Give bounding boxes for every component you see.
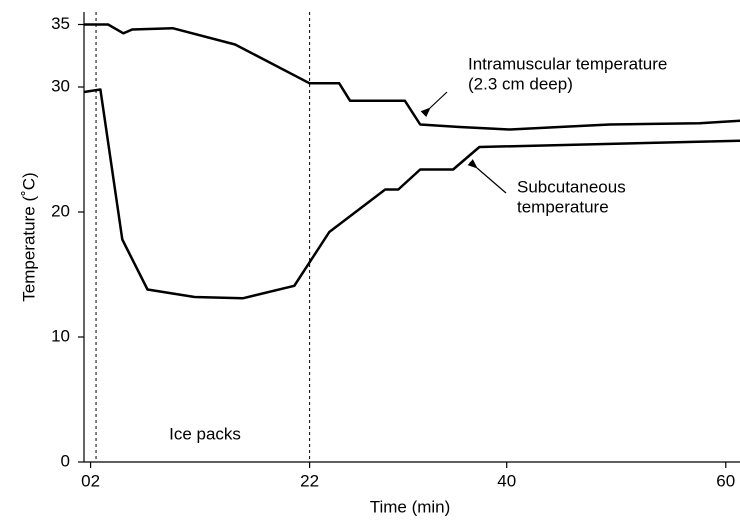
series-line [83, 88, 740, 300]
x-tick-label: 40 [497, 471, 516, 490]
annotation: Subcutaneous [517, 177, 626, 196]
annotation: (2.3 cm deep) [468, 74, 573, 93]
annotation-arrow [420, 91, 448, 118]
x-axis-label: Time (min) [370, 497, 451, 516]
annotation-arrow [467, 159, 507, 194]
y-tick-label: 10 [51, 326, 70, 345]
x-tick-label: 02 [81, 471, 100, 490]
annotation: temperature [517, 197, 609, 216]
ice-pack-label: Ice packs [169, 424, 241, 443]
x-tick-label: 22 [300, 471, 319, 490]
x-tick-label: 60 [716, 471, 735, 490]
y-axis-label: Temperature (˚C) [19, 172, 38, 301]
y-tick-label: 30 [51, 76, 70, 95]
y-tick-label: 0 [61, 451, 70, 470]
y-tick-label: 35 [51, 14, 70, 33]
y-tick-label: 20 [51, 201, 70, 220]
series-line [84, 23, 740, 131]
annotation: Intramuscular temperature [468, 54, 667, 73]
